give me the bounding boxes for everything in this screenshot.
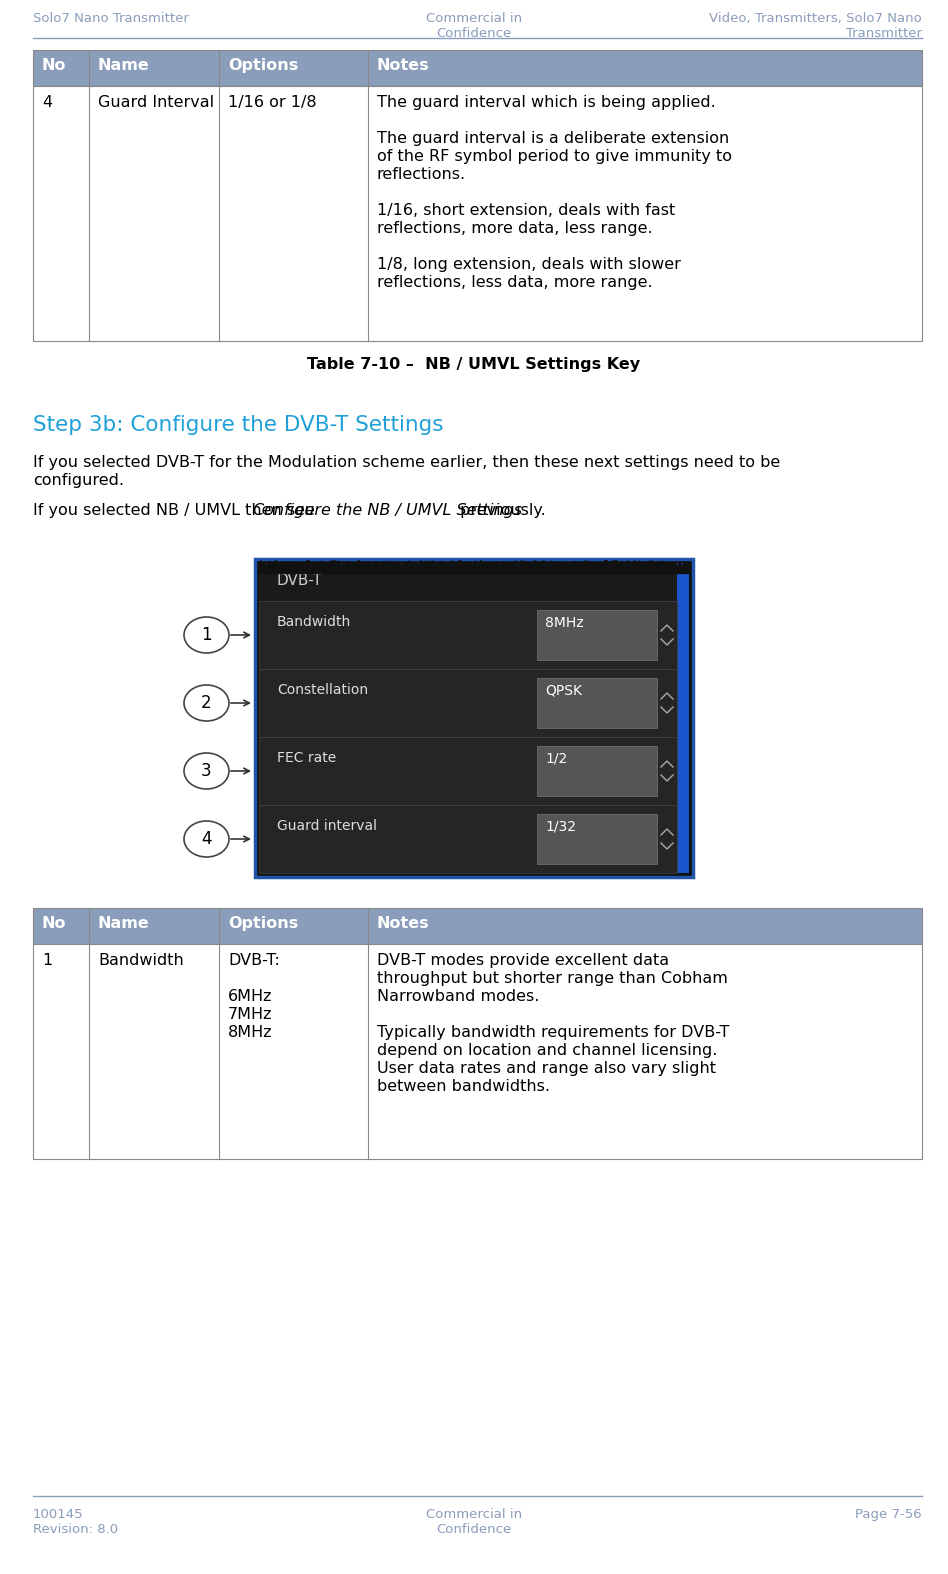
Ellipse shape — [184, 822, 229, 856]
Text: 4: 4 — [42, 94, 52, 110]
Text: 100145
Revision: 8.0: 100145 Revision: 8.0 — [33, 1508, 118, 1536]
Text: QPSK: QPSK — [545, 685, 582, 697]
Text: Configure the NB / UMVL Settings: Configure the NB / UMVL Settings — [253, 504, 522, 518]
Bar — [537, 746, 657, 796]
Text: Narrowband modes.: Narrowband modes. — [377, 988, 539, 1004]
Text: 1/32: 1/32 — [545, 820, 576, 834]
Bar — [259, 669, 677, 737]
Text: DVB-T: DVB-T — [277, 573, 323, 589]
Text: If you selected NB / UMVL then see: If you selected NB / UMVL then see — [33, 504, 320, 518]
Bar — [33, 944, 922, 1158]
Bar — [255, 559, 693, 877]
Text: Name: Name — [98, 58, 150, 72]
Text: Guard interval: Guard interval — [277, 818, 377, 833]
Text: Options: Options — [228, 916, 299, 930]
Text: Guard Interval: Guard Interval — [98, 94, 214, 110]
Bar — [259, 563, 677, 601]
Text: Notes: Notes — [377, 916, 429, 930]
Bar — [537, 678, 657, 729]
Ellipse shape — [184, 685, 229, 721]
Text: Notes: Notes — [377, 58, 429, 72]
Text: Bandwidth: Bandwidth — [98, 952, 184, 968]
Text: Solo7 Nano Transmitter: Solo7 Nano Transmitter — [33, 13, 189, 25]
Text: reflections, less data, more range.: reflections, less data, more range. — [377, 275, 652, 290]
Text: No: No — [42, 58, 66, 72]
Bar — [33, 50, 922, 87]
Bar — [259, 563, 689, 874]
Text: Bandwidth: Bandwidth — [277, 615, 352, 630]
Text: Constellation: Constellation — [277, 683, 368, 697]
Text: 8MHz: 8MHz — [545, 615, 584, 630]
Bar — [537, 814, 657, 864]
Text: No: No — [42, 916, 66, 930]
Text: 2: 2 — [201, 694, 211, 711]
Text: Options: Options — [228, 58, 299, 72]
Text: Commercial in
Confidence: Commercial in Confidence — [426, 13, 522, 39]
Text: Step 3b: Configure the DVB-T Settings: Step 3b: Configure the DVB-T Settings — [33, 416, 444, 434]
Text: reflections, more data, less range.: reflections, more data, less range. — [377, 220, 652, 236]
Text: of the RF symbol period to give immunity to: of the RF symbol period to give immunity… — [377, 150, 732, 164]
Text: 1/16, short extension, deals with fast: 1/16, short extension, deals with fast — [377, 203, 675, 219]
Text: Video, Transmitters, Solo7 Nano
Transmitter: Video, Transmitters, Solo7 Nano Transmit… — [709, 13, 922, 39]
Text: Commercial in
Confidence: Commercial in Confidence — [426, 1508, 522, 1536]
Text: 1: 1 — [201, 626, 211, 644]
Text: The guard interval which is being applied.: The guard interval which is being applie… — [377, 94, 716, 110]
Bar — [33, 87, 922, 342]
Text: 1/16 or 1/8: 1/16 or 1/8 — [228, 94, 317, 110]
Ellipse shape — [184, 752, 229, 789]
Text: 1/2: 1/2 — [545, 752, 567, 767]
Text: reflections.: reflections. — [377, 167, 466, 183]
Bar — [537, 611, 657, 660]
Ellipse shape — [184, 617, 229, 653]
Text: 8MHz: 8MHz — [228, 1025, 273, 1040]
Text: DVB-T:: DVB-T: — [228, 952, 280, 968]
Text: Page 7-56: Page 7-56 — [855, 1508, 922, 1520]
Text: FEC rate: FEC rate — [277, 751, 337, 765]
Text: DVB-T modes provide excellent data: DVB-T modes provide excellent data — [377, 952, 669, 968]
Text: between bandwidths.: between bandwidths. — [377, 1080, 550, 1094]
Text: depend on location and channel licensing.: depend on location and channel licensing… — [377, 1044, 718, 1058]
Text: 4: 4 — [201, 829, 211, 848]
Text: 3: 3 — [201, 762, 211, 781]
Bar — [259, 601, 677, 669]
Text: Table 7-10 –  NB / UMVL Settings Key: Table 7-10 – NB / UMVL Settings Key — [307, 357, 641, 371]
Text: 1/8, long extension, deals with slower: 1/8, long extension, deals with slower — [377, 257, 681, 272]
Bar — [259, 804, 677, 874]
Text: throughput but shorter range than Cobham: throughput but shorter range than Cobham — [377, 971, 728, 985]
Bar — [259, 737, 677, 804]
Text: previously.: previously. — [455, 504, 546, 518]
Text: Name: Name — [98, 916, 150, 930]
Text: User data rates and range also vary slight: User data rates and range also vary slig… — [377, 1061, 716, 1077]
Text: 1: 1 — [42, 952, 52, 968]
Text: configured.: configured. — [33, 474, 124, 488]
Text: The guard interval is a deliberate extension: The guard interval is a deliberate exten… — [377, 131, 729, 146]
Bar — [677, 563, 689, 874]
Text: 7MHz: 7MHz — [228, 1007, 272, 1022]
Text: If you selected DVB-T for the Modulation scheme earlier, then these next setting: If you selected DVB-T for the Modulation… — [33, 455, 780, 471]
Text: 6MHz: 6MHz — [228, 988, 272, 1004]
Text: Typically bandwidth requirements for DVB-T: Typically bandwidth requirements for DVB… — [377, 1025, 729, 1040]
Bar — [33, 908, 922, 944]
